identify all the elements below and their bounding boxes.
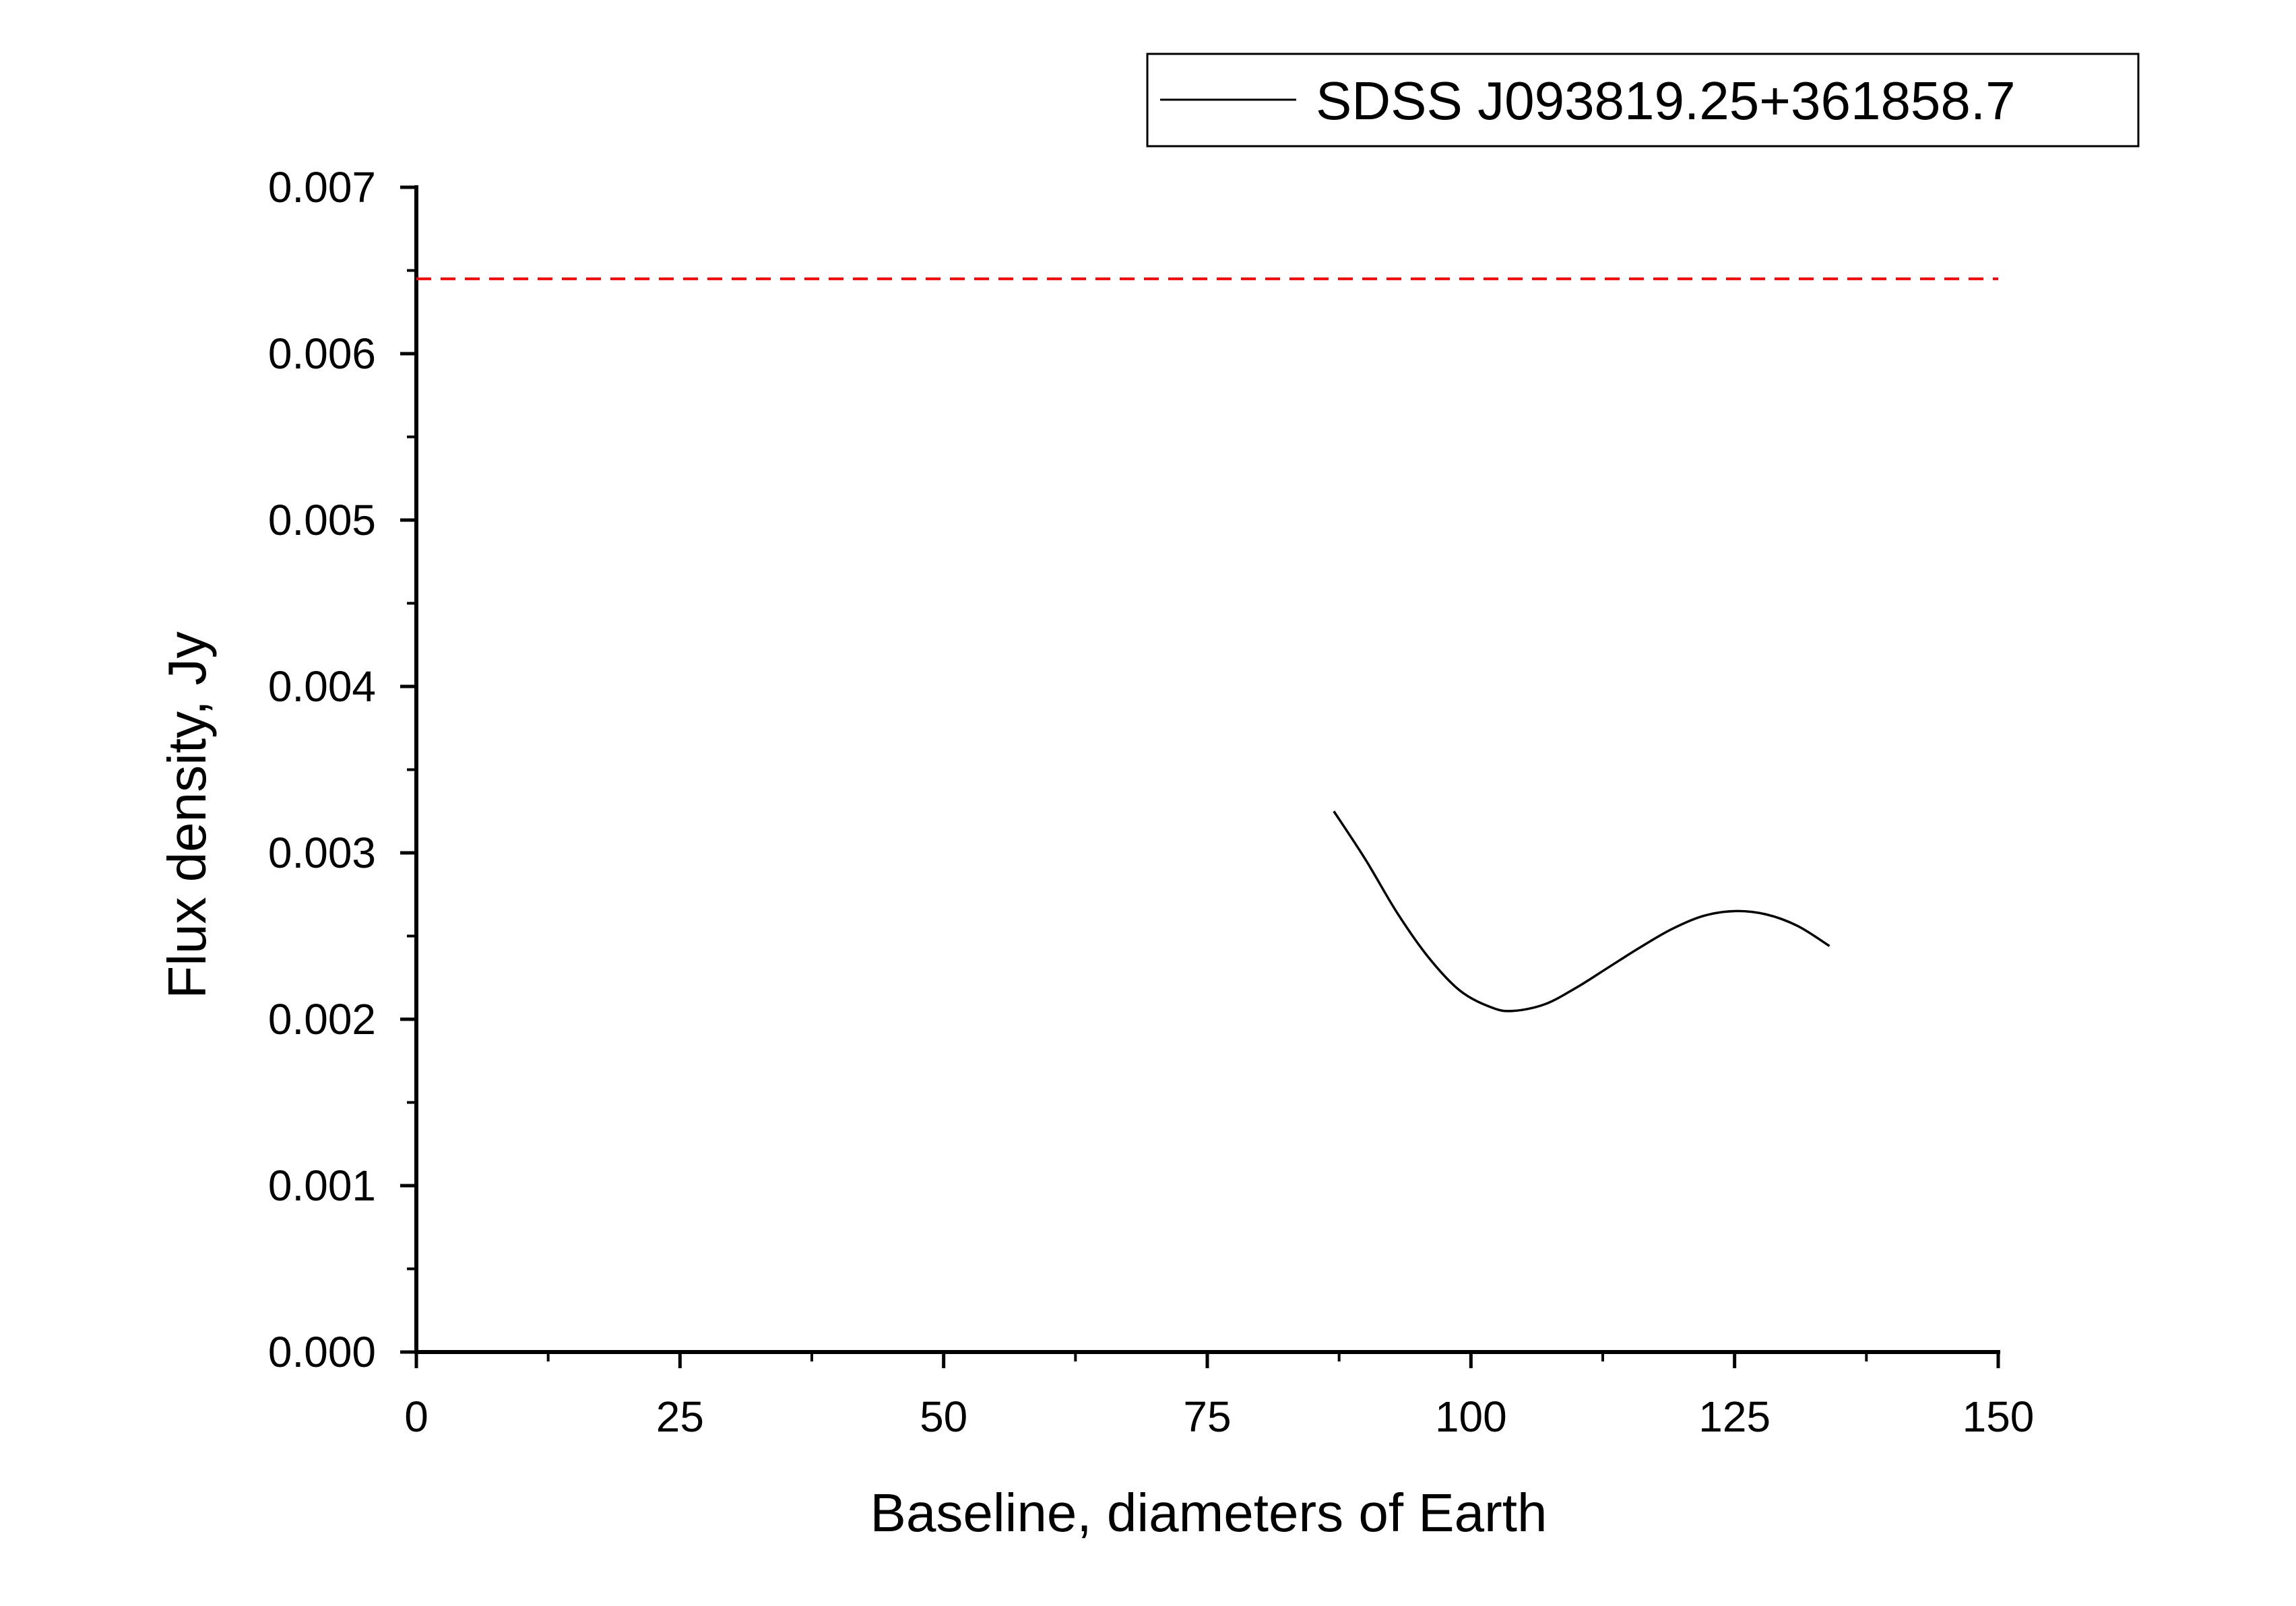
x-tick-label: 0: [404, 1392, 428, 1441]
ticks: 0 25 50 75 100 125 150 0.000 0.001 0.002 0.003 0.00…: [268, 163, 2035, 1441]
series: [1333, 810, 1830, 1013]
y-tick-label: 0.003: [268, 829, 376, 877]
series-line: [1333, 810, 1830, 1013]
y-axis-title: Flux density, Jy: [157, 631, 217, 998]
x-tick-label: 75: [1183, 1392, 1231, 1441]
legend-label: SDSS J093819.25+361858.7: [1316, 71, 2016, 131]
x-tick-label: 150: [1963, 1392, 2035, 1441]
legend-box: [1146, 53, 2140, 148]
x-tick-label: 125: [1698, 1392, 1771, 1441]
x-axis-title: Baseline, diameters of Earth: [870, 1483, 1548, 1543]
y-tick-label: 0.007: [268, 163, 376, 212]
axes: [414, 185, 2000, 1354]
x-tick-label: 25: [656, 1392, 704, 1441]
legend: SDSS J093819.25+361858.7: [1146, 53, 2140, 148]
x-tick-label: 50: [920, 1392, 967, 1441]
y-tick-label: 0.005: [268, 496, 376, 544]
y-tick-label: 0.001: [268, 1161, 376, 1210]
y-tick-label: 0.002: [268, 995, 376, 1043]
y-tick-label: 0.000: [268, 1328, 376, 1376]
y-tick-label: 0.006: [268, 329, 376, 378]
x-tick-label: 100: [1435, 1392, 1507, 1441]
y-tick-label: 0.004: [268, 662, 376, 711]
